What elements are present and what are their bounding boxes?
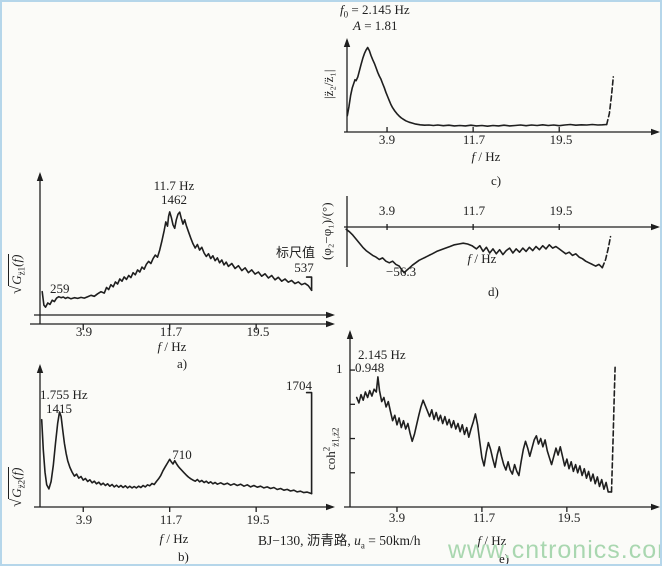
chart-e-sublabel: e) bbox=[499, 551, 510, 566]
chart-d-sublabel: d) bbox=[488, 284, 499, 299]
caption-vehicle-road: BJ−130, 沥青路, bbox=[258, 533, 355, 548]
chart-c-canvas bbox=[343, 38, 660, 136]
chart-c-xtick-1: 3.9 bbox=[378, 132, 396, 147]
superscript-2: 2 bbox=[321, 446, 332, 452]
chart-a-xtick-1: 3.9 bbox=[75, 324, 93, 339]
chart-b-yaxis-label: √Gz̈2(f) bbox=[8, 466, 27, 507]
chart-d-xaxis-label: f / Hz bbox=[450, 251, 514, 267]
subscript-0: 0 bbox=[343, 9, 349, 20]
chart-e-xtick-3: 19.5 bbox=[557, 510, 581, 525]
symbol-f0: f bbox=[340, 2, 344, 17]
chart-c-xtick-2: 11.7 bbox=[462, 132, 486, 147]
radical-sign: √ bbox=[9, 285, 25, 294]
chart-a-left-value: 259 bbox=[50, 281, 70, 296]
chart-a-scale-value: 537 bbox=[294, 260, 314, 275]
chart-e-xaxis-label: f / Hz bbox=[460, 533, 524, 549]
chart-d-canvas bbox=[344, 196, 660, 274]
subscript-z2: z̈2 bbox=[16, 479, 27, 489]
chart-c-yaxis-label: |z̈₂/z̈₁| bbox=[321, 69, 336, 99]
chart-d-xaxis-symbol: f bbox=[467, 251, 472, 266]
chart-d-xtick-1: 3.9 bbox=[378, 203, 396, 218]
chart-b-xtick-3: 19.5 bbox=[246, 512, 270, 527]
chart-e-canvas bbox=[344, 330, 660, 512]
chart-a-xtick-2: 11.7 bbox=[159, 324, 183, 339]
radical-sign: √ bbox=[9, 498, 25, 507]
argument-f: (f) bbox=[9, 467, 24, 480]
chart-e-xaxis-unit: / Hz bbox=[481, 533, 507, 548]
chart-b-xaxis-label: f / Hz bbox=[142, 531, 206, 547]
caption-speed-symbol: u bbox=[354, 533, 361, 548]
figure-caption: BJ−130, 沥青路, ua = 50km/h bbox=[258, 533, 421, 551]
caption-speed-subscript: a bbox=[360, 540, 365, 551]
chart-c-f0-annotation: f0 = 2.145 Hz bbox=[340, 2, 410, 20]
chart-a-xaxis-label: f / Hz bbox=[140, 339, 204, 355]
chart-c-xaxis-symbol: f bbox=[471, 149, 476, 164]
chart-c-xtick-3: 19.5 bbox=[549, 132, 573, 147]
symbol-G: G bbox=[9, 275, 24, 285]
chart-b-xtick-1: 3.9 bbox=[75, 512, 93, 527]
argument-f: (f) bbox=[9, 254, 24, 267]
chart-d-xaxis-unit: / Hz bbox=[471, 251, 497, 266]
symbol-A: A bbox=[353, 18, 361, 33]
chart-e-xaxis-symbol: f bbox=[477, 533, 482, 548]
chart-d-min-value: −56.3 bbox=[386, 264, 417, 279]
chart-b-scale-value: 1704 bbox=[286, 378, 312, 393]
chart-c-sublabel: c) bbox=[491, 173, 502, 188]
chart-b-xaxis-symbol: f bbox=[159, 531, 164, 546]
chart-c-amplitude-annotation: A = 1.81 bbox=[353, 18, 398, 34]
chart-e-peak-value: 0.948 bbox=[355, 360, 385, 375]
coherence-symbol: coh bbox=[323, 451, 338, 470]
subscript-z1z2: z̈1,z̈2 bbox=[330, 427, 341, 447]
chart-a-sublabel: a) bbox=[177, 356, 188, 371]
caption-speed-value: = 50km/h bbox=[364, 533, 421, 548]
chart-a-yaxis-label: √Gz̈1(f) bbox=[8, 253, 27, 294]
watermark-text: www.cntronics.com bbox=[448, 536, 662, 564]
chart-e-yaxis-label: coh2z̈1,z̈2 bbox=[321, 427, 341, 470]
chart-d-xtick-2: 11.7 bbox=[462, 203, 486, 218]
chart-b-sublabel: b) bbox=[178, 549, 189, 564]
chart-b-peak-value: 1415 bbox=[46, 401, 72, 416]
chart-b-xtick-2: 11.7 bbox=[159, 512, 183, 527]
chart-c-xaxis-label: f / Hz bbox=[454, 149, 518, 165]
symbol-G: G bbox=[9, 488, 24, 498]
chart-c-xaxis-unit: / Hz bbox=[475, 149, 501, 164]
chart-d-xtick-3: 19.5 bbox=[549, 203, 573, 218]
chart-e-xtick-2: 11.7 bbox=[472, 510, 496, 525]
chart-b-xaxis-unit: / Hz bbox=[163, 531, 189, 546]
chart-a-peak-value: 1462 bbox=[161, 192, 187, 207]
chart-d-yaxis-label: (φ₂−φ₁)/(°) bbox=[319, 202, 334, 260]
chart-a-xaxis-unit: / Hz bbox=[161, 339, 187, 354]
chart-b-canvas bbox=[34, 364, 335, 512]
subscript-z1: z̈1 bbox=[16, 266, 27, 276]
chart-a-peak-frequency: 11.7 Hz bbox=[153, 178, 195, 193]
chart-e-ytick-1: 1 bbox=[336, 361, 343, 376]
chart-b-mid-value: 710 bbox=[172, 447, 192, 462]
chart-a-xtick-3: 19.5 bbox=[246, 324, 270, 339]
chart-e-xtick-1: 3.9 bbox=[388, 510, 406, 525]
chart-a-xaxis-symbol: f bbox=[157, 339, 162, 354]
chart-a-canvas bbox=[30, 172, 335, 330]
chart-e-peak-frequency: 2.145 Hz bbox=[358, 347, 406, 362]
amplitude-value: = 1.81 bbox=[360, 18, 398, 33]
chart-b-peak-frequency: 1.755 Hz bbox=[40, 387, 88, 402]
f0-value: = 2.145 Hz bbox=[348, 2, 410, 17]
chart-a-scale-label: 标尺值 bbox=[276, 245, 316, 260]
